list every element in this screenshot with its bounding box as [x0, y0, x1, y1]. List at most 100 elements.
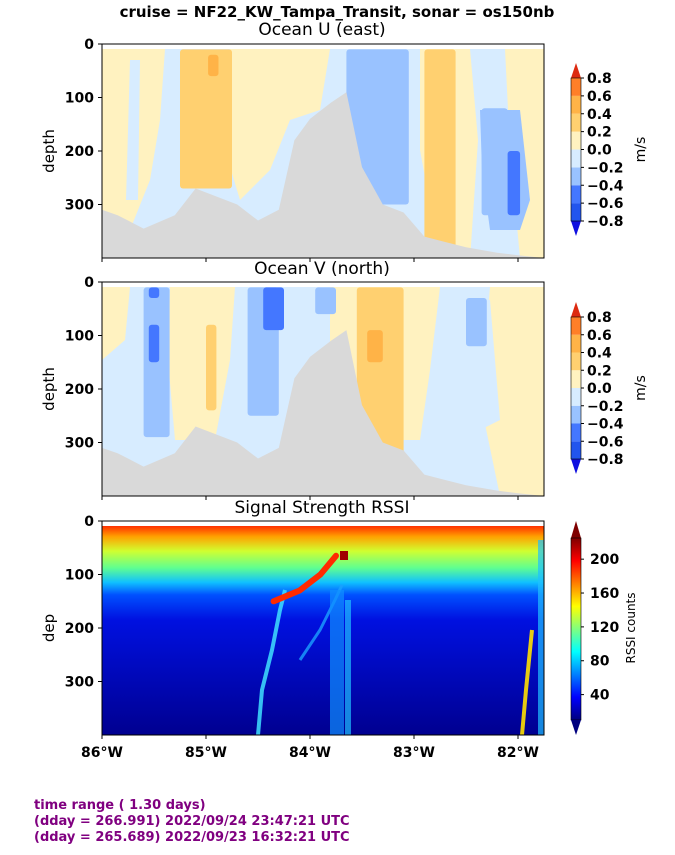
panel-u-title: Ocean U (east) — [258, 20, 385, 40]
rssi-vertical-streak-2 — [345, 600, 351, 735]
colorbar-rssi-ticks: 40 80 120 160 200 — [581, 552, 619, 704]
colorbar-rssi-tick-label: 80 — [590, 654, 610, 670]
colorbar-level — [571, 423, 581, 442]
colorbar-tick-label: −0.2 — [587, 160, 624, 176]
panel-u-features — [180, 49, 521, 258]
colorbar-level — [571, 441, 581, 459]
colorbar-tick-label: 0.6 — [587, 89, 612, 105]
colorbar-top-cap — [571, 302, 581, 317]
field-patch-6 — [507, 151, 521, 216]
panel-v-ylabel: depth — [40, 367, 58, 411]
colorbar-rssi-tick-label: 40 — [590, 688, 610, 704]
colorbar-level — [571, 167, 581, 186]
ytick-label: 300 — [65, 436, 94, 452]
panel-ocean-u: Ocean U (east) depth 0 100 200 300 — [40, 20, 545, 262]
ytick-label: 100 — [65, 329, 94, 345]
colorbar-level — [571, 78, 581, 96]
panel-rssi-ylabel: dep — [40, 614, 58, 642]
colorbar-bottom-cap — [571, 221, 581, 236]
ytick-label: 200 — [65, 621, 94, 637]
colorbar-label: m/s — [633, 375, 649, 401]
field-patch-6 — [315, 287, 336, 315]
panel-rssi-xticks: 86°W 85°W 84°W 83°W 82°W — [81, 735, 539, 761]
colorbar-level — [571, 405, 581, 424]
field-patch-2 — [148, 287, 160, 299]
colorbar-tick-label: −0.4 — [587, 178, 624, 194]
u-mid-warm — [225, 49, 330, 200]
colorbar-level — [571, 185, 581, 204]
footer-time-range: time range ( 1.30 days) — [34, 798, 206, 813]
ytick-label: 300 — [65, 675, 94, 691]
colorbar-rssi-tick-label: 200 — [590, 552, 619, 568]
footer-end-time: (dday = 266.991) 2022/09/24 23:47:21 UTC — [34, 814, 350, 829]
panel-v-xticks — [101, 496, 519, 500]
colorbar-rssi-tick-label: 160 — [590, 586, 619, 602]
field-patch-4 — [424, 49, 456, 253]
colorbar-v: −0.8 −0.6−0.4 −0.2 0.0 0.20.4 0.6 0.8 m/s — [570, 302, 649, 474]
v-east-far-warm — [480, 287, 544, 496]
colorbar-tick-label: −0.6 — [587, 196, 624, 212]
panel-rssi-yticks: 0 100 200 300 — [65, 514, 102, 691]
ytick-label: 200 — [65, 144, 94, 160]
colorbar-tick-label: −0.8 — [587, 452, 624, 468]
colorbar-level — [571, 203, 581, 221]
ytick-label: 100 — [65, 568, 94, 584]
rssi-layer-tip — [340, 551, 348, 560]
colorbar-rssi: 40 80 120 160 200 RSSI counts — [570, 521, 638, 735]
rssi-east-echo — [520, 629, 534, 735]
panel-u-xticks — [101, 258, 519, 262]
colorbar-level — [571, 131, 581, 150]
field-patch-0 — [180, 49, 232, 189]
xtick-label: 86°W — [81, 745, 123, 761]
colorbar-tick-label: 0.2 — [587, 125, 612, 141]
field-patch-3 — [206, 324, 217, 411]
colorbar-level — [571, 95, 581, 114]
colorbar-tick-label: −0.6 — [587, 434, 624, 450]
panel-v-title: Ocean V (north) — [254, 259, 390, 279]
panel-v-yticks: 0 100 200 300 — [65, 275, 102, 452]
panel-rssi: Signal Strength RSSI dep 0 100 200 300 86°W… — [40, 498, 545, 761]
colorbar-tick-label: 0.4 — [587, 107, 612, 123]
panel-ocean-v: Ocean V (north) depth 0 100 200 300 — [40, 259, 545, 500]
colorbar-rssi-top-cap — [571, 521, 581, 538]
colorbar-rssi-bar — [570, 537, 582, 721]
panel-v-seafloor — [102, 330, 544, 496]
field-patch-1 — [148, 324, 160, 363]
colorbar-label: m/s — [633, 137, 649, 163]
colorbar-tick-label: 0.2 — [587, 363, 612, 379]
colorbar-tick-label: 0.0 — [587, 143, 612, 159]
field-patch-0 — [143, 287, 170, 438]
rssi-east-edge — [538, 540, 544, 735]
colorbar-u: −0.8 −0.6 −0.4 −0.20.0 0.2 0.4 0.6 0.8 m/s — [570, 63, 649, 236]
u-west-cool-streak — [126, 60, 140, 200]
field-patch-3 — [346, 49, 409, 205]
field-patch-9 — [466, 298, 487, 347]
colorbar-top-cap — [571, 63, 581, 78]
colorbar-level — [571, 370, 581, 388]
panel-rssi-title: Signal Strength RSSI — [235, 498, 410, 518]
colorbar-tick-label: 0.8 — [587, 310, 612, 326]
ytick-label: 200 — [65, 382, 94, 398]
colorbar-rssi-bottom-cap — [571, 720, 581, 735]
panel-u-seafloor — [102, 92, 544, 258]
xtick-label: 84°W — [289, 745, 331, 761]
rssi-vertical-streak-1 — [330, 590, 344, 735]
colorbar-tick-label: 0.6 — [587, 328, 612, 344]
colorbar-rssi-tick-label: 120 — [590, 620, 619, 636]
ytick-label: 0 — [84, 514, 94, 530]
ytick-label: 300 — [65, 198, 94, 214]
rssi-profile-gradient — [102, 526, 544, 735]
colorbar-level — [571, 317, 581, 335]
field-patch-8 — [367, 330, 383, 363]
colorbar-tick-label: −0.2 — [587, 399, 624, 415]
ytick-label: 100 — [65, 91, 94, 107]
colorbar-level — [571, 334, 581, 353]
colorbar-level — [571, 352, 581, 371]
colorbar-tick-label: 0.0 — [587, 381, 612, 397]
rssi-layer-branch-1 — [256, 589, 287, 735]
xtick-label: 82°W — [497, 745, 539, 761]
panel-v-surface-gap — [102, 282, 544, 287]
panel-u-yticks: 0 100 200 300 — [65, 37, 102, 214]
field-patch-5 — [481, 108, 508, 216]
